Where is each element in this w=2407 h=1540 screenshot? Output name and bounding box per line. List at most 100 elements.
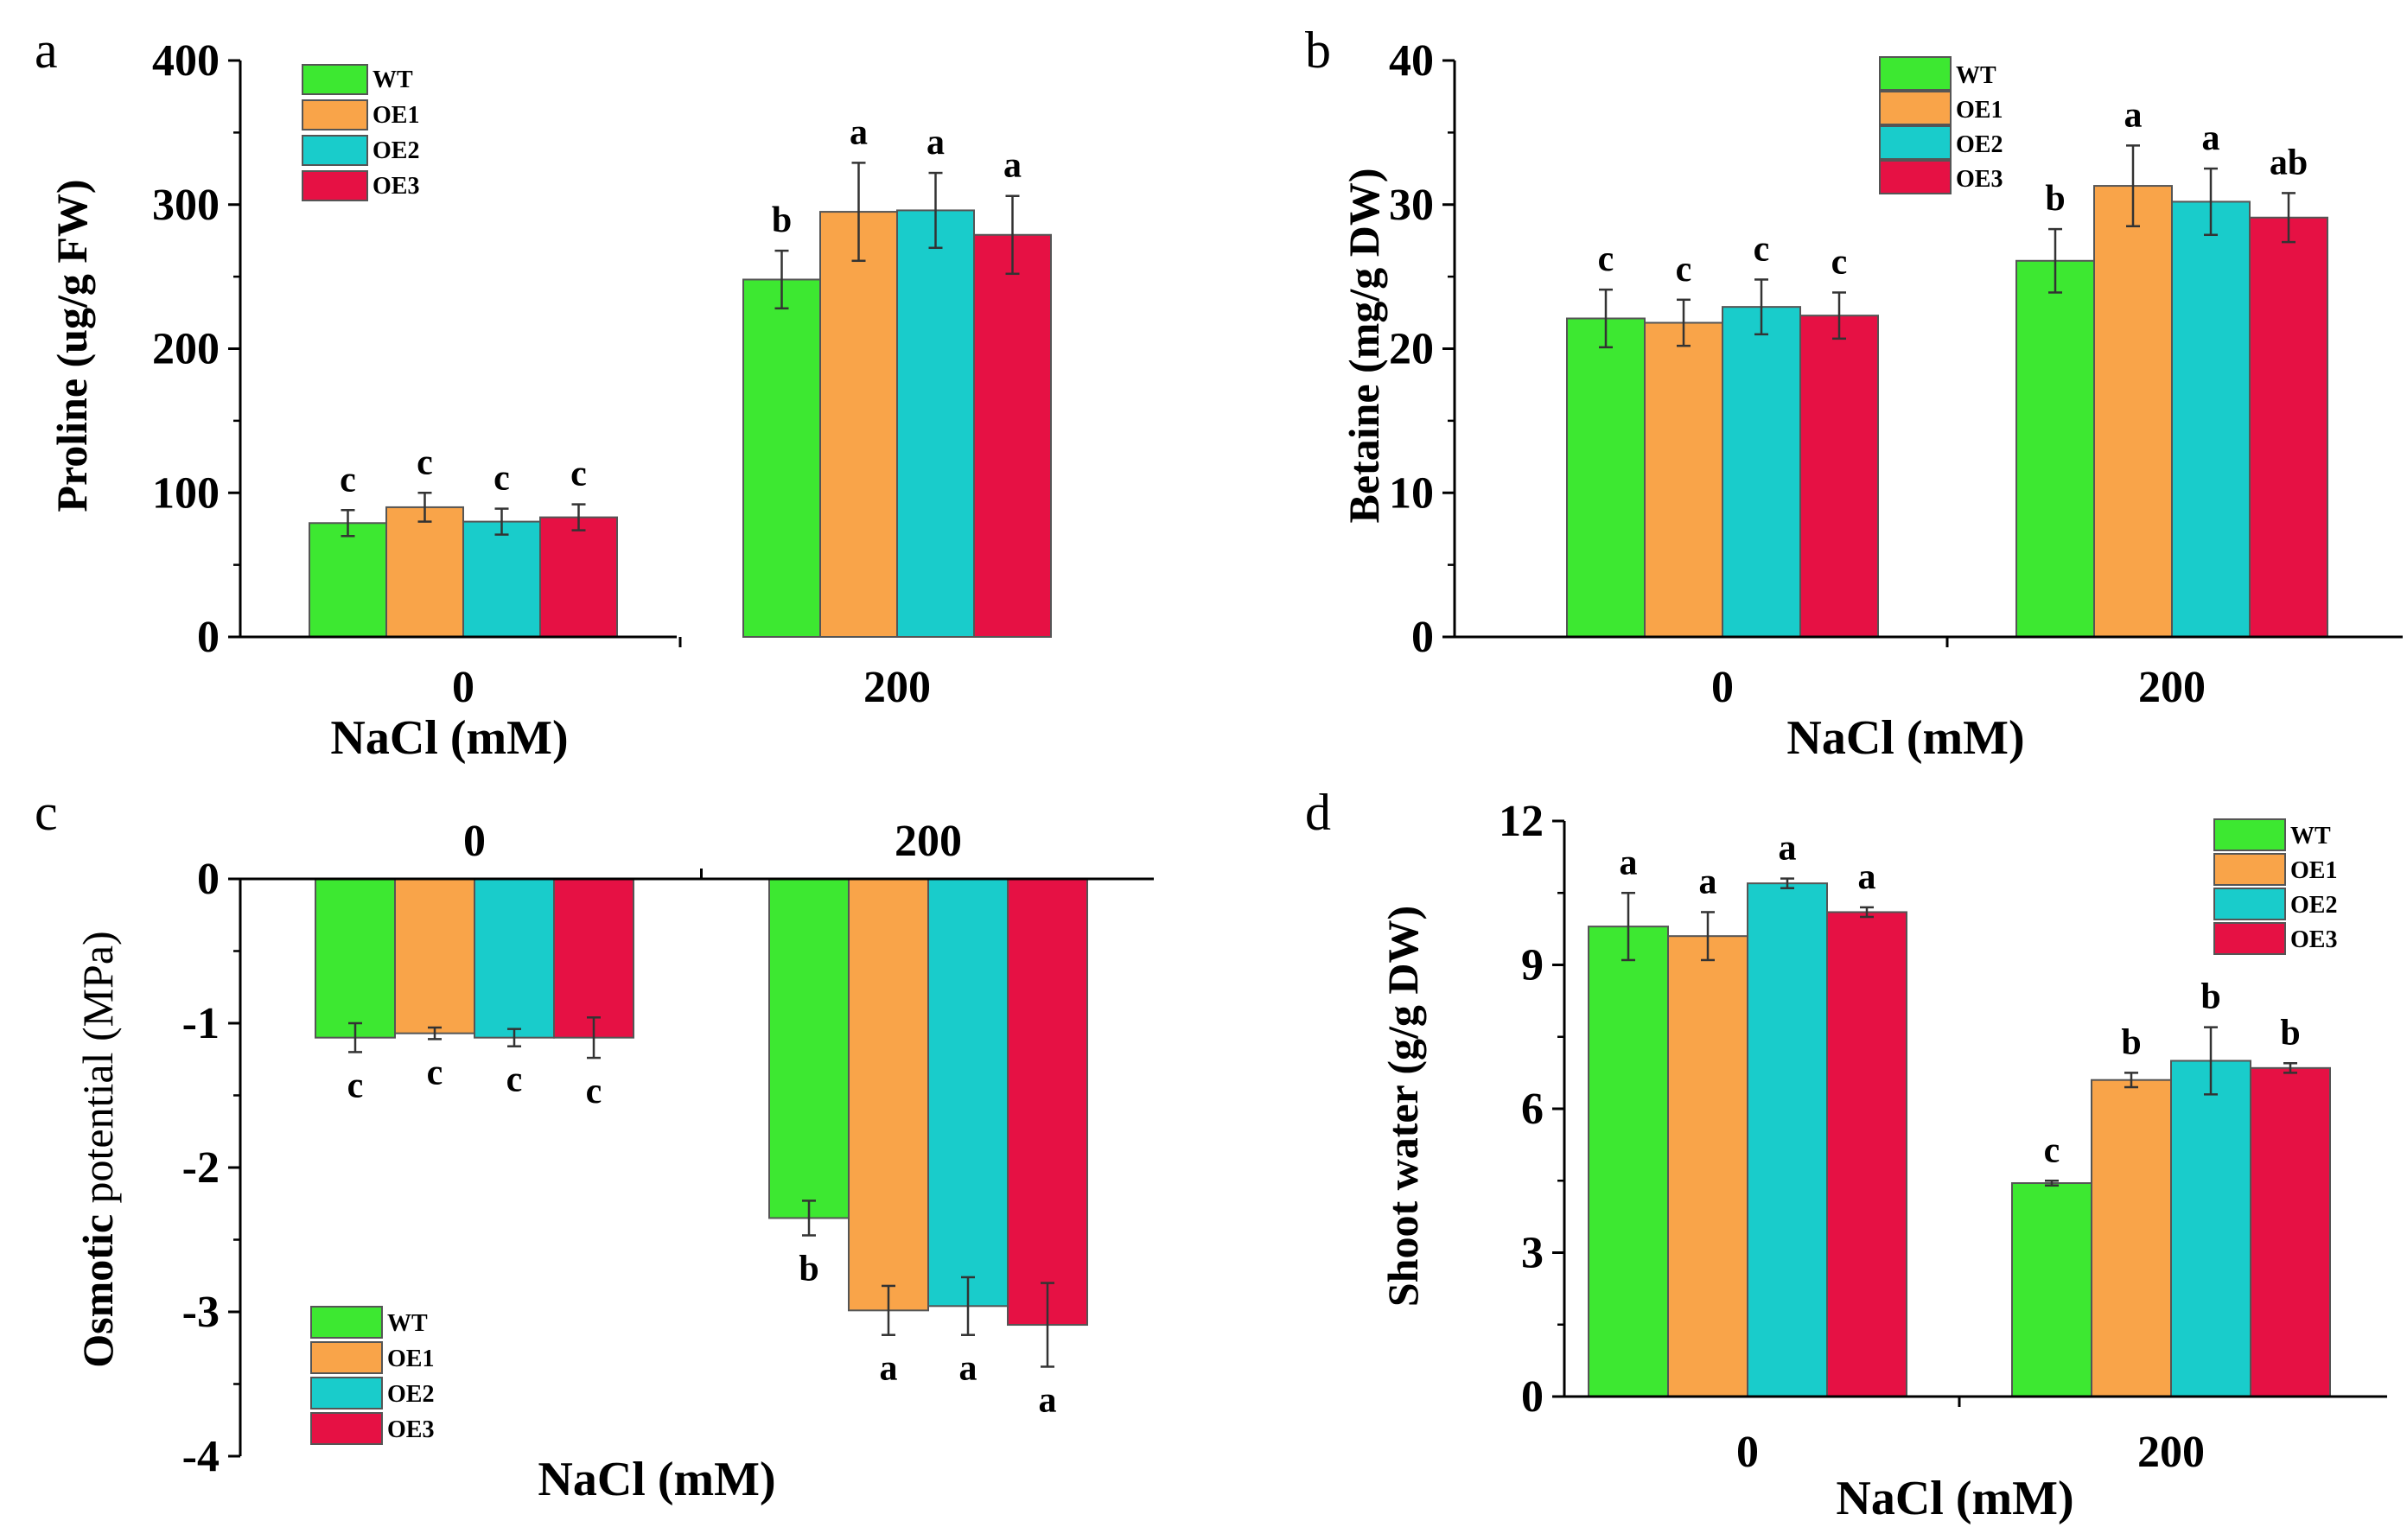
y-tick-label: -2 — [182, 1143, 220, 1193]
y-axis-label: Shoot water (g/g DW) — [1379, 906, 1427, 1307]
y-tick-label: 30 — [1389, 181, 1434, 230]
bar-OE2-0 — [474, 878, 555, 1039]
significance-label: a — [1858, 857, 1876, 897]
bar-OE2-200 — [896, 209, 975, 638]
significance-label: c — [1831, 242, 1848, 282]
legend-label-OE1: OE1 — [1956, 97, 2003, 124]
significance-label: b — [772, 200, 792, 240]
legend-swatch-OE3 — [1879, 160, 1952, 194]
bar-OE3-200 — [2250, 1066, 2331, 1397]
bar-OE3-0 — [553, 878, 634, 1039]
y-tick-label: -3 — [182, 1288, 220, 1337]
legend-label-WT: WT — [387, 1310, 428, 1337]
significance-label: a — [959, 1349, 977, 1389]
significance-label: a — [927, 123, 945, 162]
y-tick-label: 9 — [1521, 941, 1544, 990]
legend-label-OE2: OE2 — [2290, 892, 2337, 919]
significance-label: c — [570, 455, 587, 494]
x-tick-label: 200 — [2137, 1428, 2205, 1477]
bar-OE3-200 — [1007, 878, 1088, 1327]
legend-label-WT: WT — [1956, 62, 1996, 89]
y-axis-label: Osmotic potential (MPa) — [73, 931, 122, 1367]
significance-label: b — [2200, 977, 2220, 1017]
legend-swatch-WT — [1879, 56, 1952, 91]
significance-label: c — [493, 459, 510, 499]
bar-OE1-0 — [394, 878, 475, 1034]
bar-OE1-200 — [848, 878, 929, 1312]
x-tick-label: 0 — [463, 817, 486, 866]
significance-label: c — [586, 1072, 602, 1111]
panel-label: b — [1305, 22, 1331, 79]
significance-label: a — [880, 1349, 898, 1389]
significance-label: c — [340, 460, 356, 500]
y-tick-label: 20 — [1389, 325, 1434, 374]
significance-label: c — [417, 442, 433, 482]
y-tick-label: 10 — [1389, 468, 1434, 518]
significance-label: c — [2044, 1130, 2060, 1170]
legend-swatch-OE2 — [1879, 125, 1952, 160]
significance-label: a — [1699, 862, 1717, 901]
significance-label: ab — [2270, 143, 2308, 182]
y-tick-label: 40 — [1389, 36, 1434, 86]
panel-label: c — [35, 784, 58, 841]
legend-swatch-OE1 — [310, 1341, 383, 1374]
bar-OE2-0 — [1747, 882, 1828, 1397]
chart-panel-b: b c b c a c a c ab 0 10 20 30 40 0 200 NaCl (mM) Betaine … — [1305, 22, 2403, 765]
significance-label: c — [1754, 229, 1770, 269]
panel-label: d — [1305, 784, 1331, 841]
significance-label: c — [347, 1066, 364, 1105]
bar-WT-200 — [2011, 1182, 2092, 1398]
legend-swatch-WT — [310, 1306, 383, 1339]
y-tick-label: 6 — [1521, 1085, 1544, 1134]
bar-WT-200 — [768, 878, 850, 1219]
legend-swatch-OE2 — [302, 135, 368, 166]
legend-swatch-OE1 — [302, 99, 368, 130]
y-axis-label-part: potential (MPa) — [73, 931, 122, 1214]
bar-OE1-0 — [1667, 935, 1748, 1397]
legend-swatch-WT — [2213, 818, 2286, 851]
x-axis-label: NaCl (mM) — [1836, 1472, 2073, 1525]
x-tick-label: 0 — [1736, 1428, 1759, 1477]
bar-OE2-0 — [1722, 306, 1801, 638]
bar-OE3-200 — [2249, 216, 2328, 638]
x-tick-label: 0 — [452, 663, 474, 712]
legend-label-OE2: OE2 — [1956, 131, 2003, 158]
bar-OE2-0 — [462, 520, 541, 638]
legend: WT OE1 OE2 OE3 — [2213, 818, 2337, 955]
y-axis-label: Betaine (mg/g DW) — [1340, 168, 1388, 523]
x-tick-label: 200 — [895, 817, 962, 866]
legend-label-WT: WT — [373, 67, 413, 93]
legend-swatch-OE3 — [2213, 922, 2286, 955]
significance-label: a — [1003, 146, 1022, 186]
significance-label: b — [799, 1249, 818, 1289]
y-axis-label: Proline (ug/g FW) — [48, 179, 96, 512]
bar-WT-0 — [315, 878, 396, 1039]
bar-OE1-200 — [2093, 185, 2173, 638]
x-axis-label: NaCl (mM) — [1786, 711, 2024, 765]
chart-panel-d: d a c a b a b a b 0 3 6 9 12 0 200 NaCl (mM) Shoot water … — [1305, 784, 2387, 1525]
bar-WT-0 — [309, 522, 387, 639]
legend-label-OE1: OE1 — [2290, 857, 2337, 884]
significance-label: a — [1620, 843, 1638, 882]
legend-swatch-OE1 — [2213, 853, 2286, 886]
legend: WT OE1 OE2 OE3 — [1879, 56, 2003, 194]
bar-OE2-200 — [927, 878, 1009, 1308]
legend-label-WT: WT — [2290, 823, 2331, 850]
significance-label: a — [850, 112, 868, 152]
x-axis-label: NaCl (mM) — [330, 711, 568, 765]
x-tick-label: 200 — [2138, 663, 2206, 712]
significance-label: c — [1598, 239, 1614, 279]
bar-WT-0 — [1588, 926, 1669, 1397]
significance-label: b — [2280, 1013, 2300, 1053]
bar-OE1-0 — [1644, 321, 1723, 638]
legend-label-OE3: OE3 — [387, 1416, 434, 1443]
bar-OE3-0 — [1826, 911, 1907, 1397]
significance-label: c — [427, 1053, 443, 1092]
y-tick-label: 3 — [1521, 1229, 1544, 1278]
legend-label-OE1: OE1 — [373, 102, 419, 129]
y-tick-label: 0 — [197, 855, 220, 904]
significance-label: b — [2121, 1022, 2141, 1062]
legend-label-OE3: OE3 — [373, 173, 419, 200]
y-tick-label: -4 — [182, 1432, 220, 1481]
